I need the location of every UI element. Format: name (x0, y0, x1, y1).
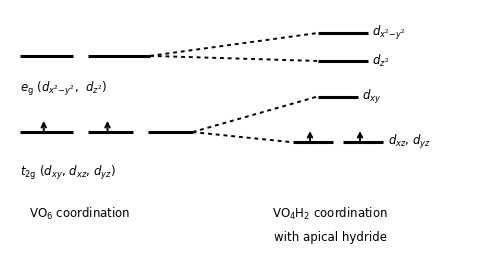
Text: $d_{x^2\mathregular{-}y^2}$: $d_{x^2\mathregular{-}y^2}$ (372, 24, 406, 42)
Text: $d_{xy}$: $d_{xy}$ (362, 88, 382, 105)
Text: VO$_4$H$_2$ coordination: VO$_4$H$_2$ coordination (272, 206, 388, 222)
Text: with apical hydride: with apical hydride (274, 231, 386, 244)
Text: $d_{z^2}$: $d_{z^2}$ (372, 53, 390, 69)
Text: $e_\mathregular{g}$ ($d_{x^2\mathregular{-}y^2}$,  $d_{z^2}$): $e_\mathregular{g}$ ($d_{x^2\mathregular… (20, 80, 108, 98)
Text: $t_\mathregular{2g}$ ($d_{xy}$, $d_{xz}$, $d_{yz}$): $t_\mathregular{2g}$ ($d_{xy}$, $d_{xz}$… (20, 164, 116, 182)
Text: $d_{xz}$, $d_{yz}$: $d_{xz}$, $d_{yz}$ (388, 133, 431, 151)
Text: VO$_6$ coordination: VO$_6$ coordination (30, 206, 130, 222)
